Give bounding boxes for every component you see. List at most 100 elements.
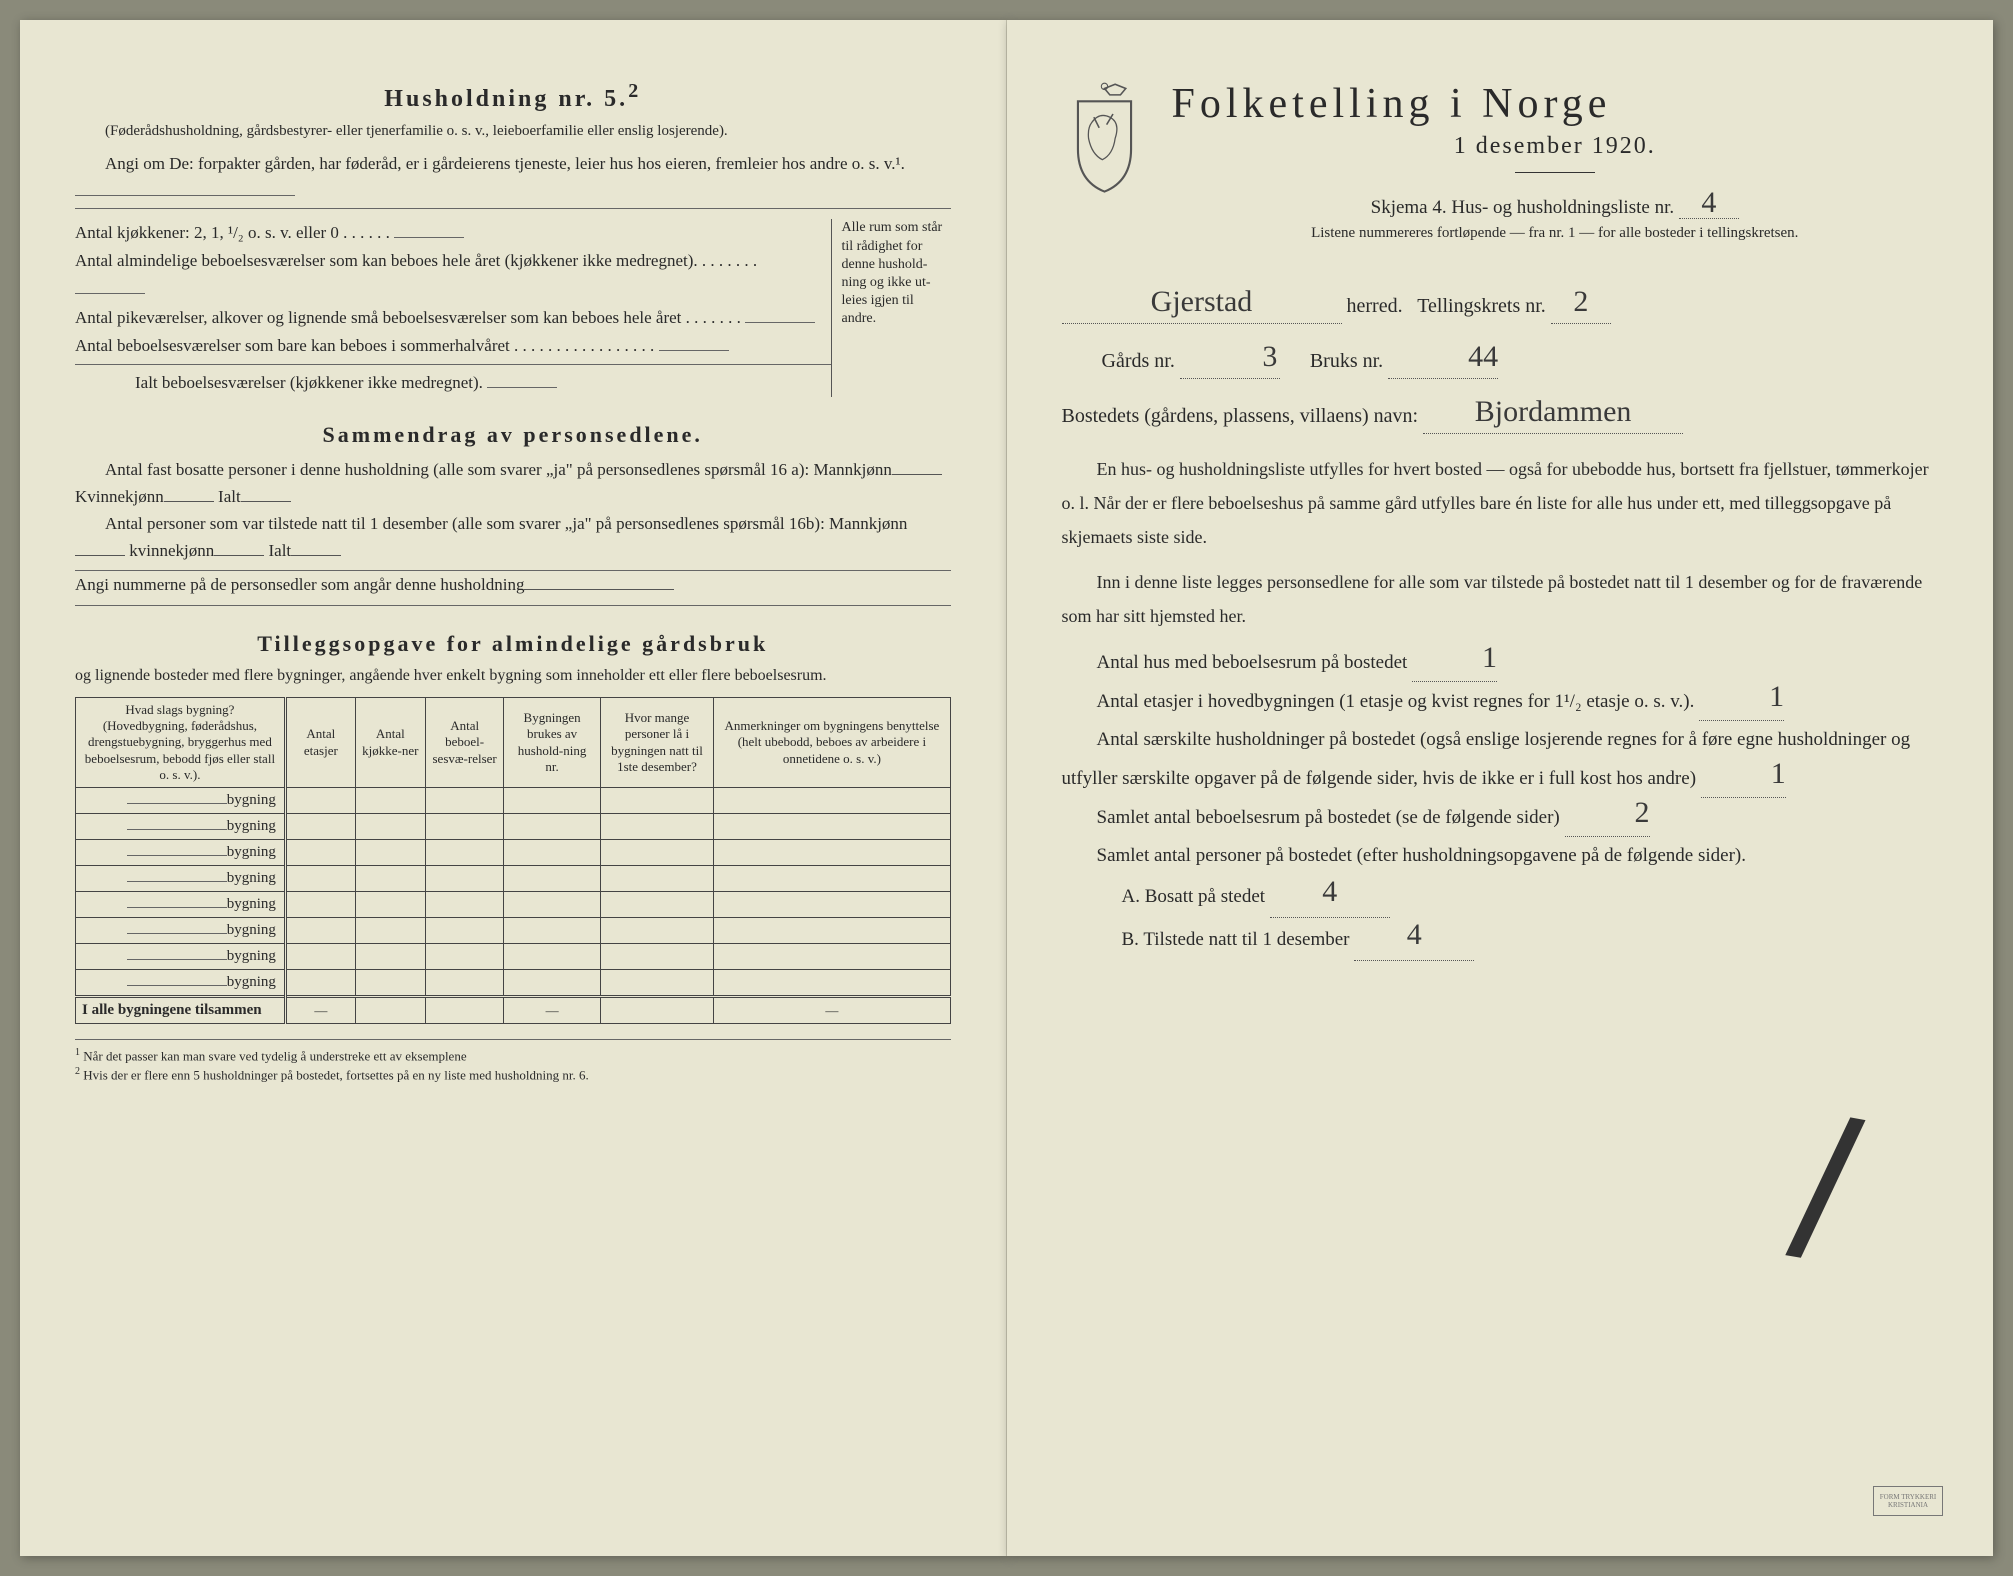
cell bbox=[504, 866, 600, 892]
q4-val: 2 bbox=[1600, 801, 1650, 825]
total-dash: — bbox=[504, 997, 600, 1024]
q5-line: Samlet antal personer på bostedet (efter… bbox=[1062, 837, 1939, 875]
q1-lbl: Antal hus med beboelsesrum på bostedet bbox=[1097, 652, 1408, 673]
cell bbox=[504, 970, 600, 997]
s1b: Kvinnekjønn bbox=[75, 487, 164, 506]
cell bbox=[714, 866, 950, 892]
qb-lbl: B. Tilstede natt til 1 desember bbox=[1122, 929, 1350, 950]
cell bbox=[425, 918, 504, 944]
cell bbox=[425, 866, 504, 892]
cell bbox=[600, 918, 714, 944]
cell bbox=[425, 970, 504, 997]
footnotes: 1 Når det passer kan man svare ved tydel… bbox=[75, 1039, 951, 1084]
cell bbox=[600, 814, 714, 840]
total-dash: — bbox=[714, 997, 950, 1024]
summary-section: Sammendrag av personsedlene. Antal fast … bbox=[75, 422, 951, 606]
bosted-row: Bostedets (gårdens, plassens, villaens) … bbox=[1062, 397, 1939, 434]
bosted-field: Bjordammen bbox=[1423, 397, 1683, 434]
cell bbox=[355, 970, 425, 997]
angi-content: Angi om De: forpakter gården, har føderå… bbox=[105, 154, 905, 173]
q3-line: Antal særskilte husholdninger på bostede… bbox=[1062, 721, 1939, 798]
table-row: bygning bbox=[76, 918, 951, 944]
herred-row: Gjerstad herred. Tellingskrets nr. 2 bbox=[1062, 287, 1939, 324]
cell bbox=[504, 944, 600, 970]
document-spread: Husholdning nr. 5.2 (Føderådshusholdning… bbox=[20, 20, 1993, 1556]
cell bbox=[504, 892, 600, 918]
bruks-val: 44 bbox=[1428, 345, 1498, 369]
bl bbox=[75, 555, 125, 556]
total-blank bbox=[600, 997, 714, 1024]
tillegg-section: Tilleggsopgave for almindelige gårdsbruk… bbox=[75, 631, 951, 1084]
form-nr-val: 4 bbox=[1701, 191, 1716, 215]
page-right: Folketelling i Norge 1 desember 1920. Sk… bbox=[1007, 20, 1994, 1556]
kl4: Antal beboelsesværelser som bare kan beb… bbox=[75, 336, 654, 355]
cell bbox=[714, 814, 950, 840]
cell bbox=[355, 840, 425, 866]
blank-line bbox=[75, 195, 295, 196]
cell bbox=[285, 788, 355, 814]
s1a: Antal fast bosatte personer i denne hush… bbox=[105, 460, 892, 479]
form-nr-field: 4 bbox=[1679, 191, 1739, 219]
summary-line3: Angi nummerne på de personsedler som ang… bbox=[75, 571, 951, 598]
household-heading: Husholdning nr. 5.2 bbox=[75, 80, 951, 113]
q2-val: 1 bbox=[1734, 685, 1784, 709]
kitchen-l1: Antal kjøkkener: 2, 1, ¹/₂ o. s. v. elle… bbox=[75, 219, 831, 247]
tillegg-sub: og lignende bosteder med flere bygninger… bbox=[75, 665, 951, 687]
q3-field: 1 bbox=[1701, 759, 1786, 798]
bruks-lbl: Bruks nr. bbox=[1310, 350, 1383, 372]
s1c: Ialt bbox=[218, 487, 241, 506]
cell bbox=[504, 788, 600, 814]
s3: Angi nummerne på de personsedler som ang… bbox=[75, 575, 524, 594]
bruks-field: 44 bbox=[1388, 342, 1498, 379]
kitchen-l2: Antal almindelige beboelsesværelser som … bbox=[75, 247, 831, 303]
household-heading-text: Husholdning nr. 5. bbox=[384, 86, 628, 112]
summary-line2: Antal personer som var tilstede natt til… bbox=[75, 510, 951, 564]
qb-field: 4 bbox=[1354, 918, 1474, 961]
cell bbox=[504, 814, 600, 840]
q1-field: 1 bbox=[1412, 643, 1497, 682]
q2-field: 1 bbox=[1699, 682, 1784, 721]
cell bbox=[355, 866, 425, 892]
cell bbox=[285, 840, 355, 866]
form-line-text: Skjema 4. Hus- og husholdningsliste nr. bbox=[1371, 197, 1674, 218]
cell bbox=[355, 944, 425, 970]
cell bbox=[714, 970, 950, 997]
footnote-1: 1 Når det passer kan man svare ved tydel… bbox=[75, 1046, 951, 1065]
kitchen-l3: Antal pikeværelser, alkover og lignende … bbox=[75, 304, 831, 332]
fn2-text: Hvis der er flere enn 5 husholdninger på… bbox=[83, 1067, 588, 1082]
bl bbox=[241, 501, 291, 502]
date-line: 1 desember 1920. bbox=[1172, 133, 1939, 160]
cell bbox=[425, 814, 504, 840]
bosted-lbl: Bostedets (gårdens, plassens, villaens) … bbox=[1062, 405, 1419, 427]
row-label: bygning bbox=[76, 840, 286, 866]
bl bbox=[745, 322, 815, 323]
building-table: Hvad slags bygning? (Hovedbygning, føder… bbox=[75, 697, 951, 1024]
row-label: bygning bbox=[76, 944, 286, 970]
kitchen-questions: Antal kjøkkener: 2, 1, ¹/₂ o. s. v. elle… bbox=[75, 219, 831, 396]
total-blank bbox=[355, 997, 425, 1024]
qb-val: 4 bbox=[1407, 923, 1422, 947]
header-block: Folketelling i Norge 1 desember 1920. Sk… bbox=[1062, 80, 1939, 267]
summary-line1: Antal fast bosatte personer i denne hush… bbox=[75, 456, 951, 510]
cell bbox=[355, 788, 425, 814]
th6: Hvor mange personer lå i bygningen natt … bbox=[600, 697, 714, 787]
table-row: bygning bbox=[76, 944, 951, 970]
tillegg-title: Tilleggsopgave for almindelige gårdsbruk bbox=[75, 631, 951, 657]
handwritten-slash: / bbox=[1778, 1073, 1873, 1309]
cell bbox=[425, 944, 504, 970]
cell bbox=[714, 918, 950, 944]
herred-val: Gjerstad bbox=[1151, 290, 1253, 314]
bl bbox=[291, 555, 341, 556]
cell bbox=[504, 918, 600, 944]
row-label: bygning bbox=[76, 970, 286, 997]
fn1-text: Når det passer kan man svare ved tydelig… bbox=[83, 1049, 466, 1064]
total-blank bbox=[425, 997, 504, 1024]
cell bbox=[600, 944, 714, 970]
s2b: kvinnekjønn bbox=[129, 541, 214, 560]
printer-stamp: FORM TRYKKERI KRISTIANIA bbox=[1873, 1486, 1943, 1516]
bl bbox=[892, 474, 942, 475]
qa-lbl: A. Bosatt på stedet bbox=[1122, 886, 1266, 907]
cell bbox=[600, 892, 714, 918]
kitchen-l5: Ialt beboelsesværelser (kjøkkener ikke m… bbox=[75, 364, 831, 397]
bl bbox=[487, 387, 557, 388]
